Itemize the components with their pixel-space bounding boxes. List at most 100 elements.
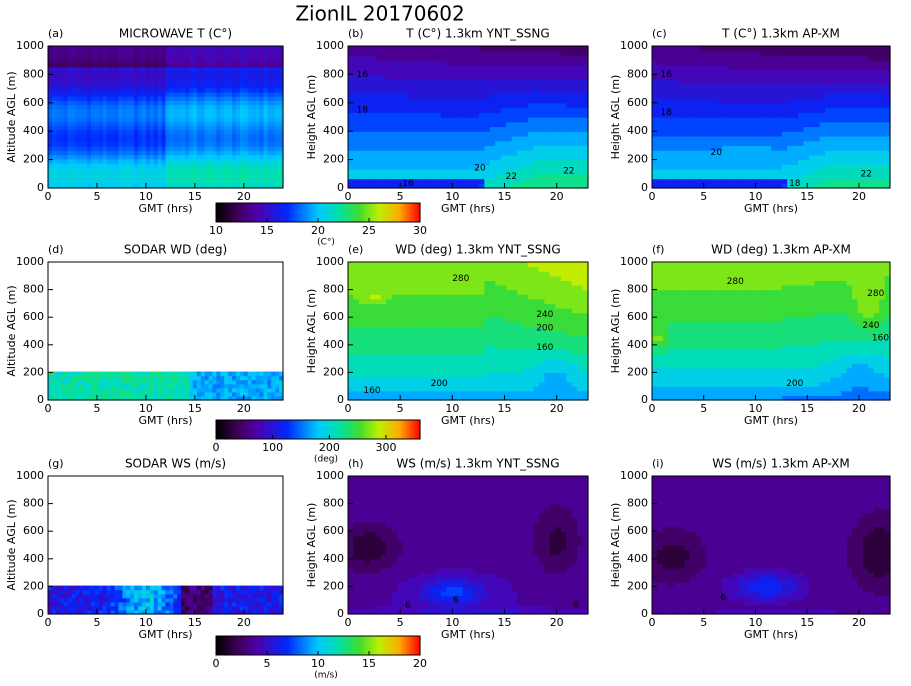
- field-cell: [413, 183, 420, 189]
- field-cell: [533, 178, 540, 184]
- field-cell: [63, 146, 69, 152]
- field-cell: [181, 117, 186, 122]
- field-cell: [353, 126, 360, 132]
- field-cell: [75, 79, 80, 85]
- field-cell: [55, 371, 61, 377]
- field-cell: [429, 131, 436, 137]
- field-cell: [87, 179, 92, 185]
- field-cell: [83, 371, 88, 377]
- field-cell: [776, 183, 783, 189]
- field-cell: [91, 146, 96, 152]
- field-cell: [228, 54, 233, 60]
- field-cell: [792, 135, 799, 142]
- field-cell: [484, 150, 491, 156]
- field-cell: [749, 50, 756, 57]
- field-cell: [760, 150, 767, 156]
- field-cell: [380, 83, 387, 90]
- field-cell: [87, 117, 92, 122]
- field-cell: [473, 107, 480, 113]
- field-cell: [98, 117, 104, 122]
- field-cell: [364, 121, 371, 128]
- field-cell: [267, 62, 272, 68]
- field-cell: [75, 154, 80, 160]
- field-cell: [239, 83, 245, 89]
- field-cell: [239, 112, 245, 118]
- field-cell: [716, 98, 723, 104]
- field-cell: [408, 121, 415, 128]
- colorbar-segment: [340, 203, 345, 222]
- field-cell: [506, 169, 513, 175]
- field-cell: [868, 159, 875, 165]
- field-cell: [446, 117, 453, 123]
- field-cell: [468, 83, 475, 90]
- field-cell: [749, 164, 756, 170]
- field-cell: [462, 178, 469, 184]
- field-cell: [98, 62, 104, 68]
- field-cell: [247, 146, 253, 152]
- field-cell: [402, 131, 409, 137]
- field-cell: [79, 100, 84, 106]
- field-cell: [522, 102, 529, 109]
- colorbar-segment: [389, 203, 393, 222]
- field-cell: [814, 145, 821, 151]
- field-cell: [192, 58, 198, 64]
- field-cell: [216, 158, 221, 164]
- field-cell: [134, 104, 139, 110]
- field-cell: [239, 87, 245, 93]
- field-cell: [506, 183, 513, 189]
- field-cell: [208, 117, 214, 122]
- field-cell: [181, 162, 186, 168]
- field-cell: [75, 58, 80, 64]
- field-cell: [247, 179, 253, 185]
- field-cell: [787, 169, 794, 175]
- field-cell: [413, 88, 420, 94]
- field-cell: [177, 96, 182, 101]
- field-cell: [846, 159, 853, 165]
- field-cell: [145, 83, 151, 89]
- field-cell: [560, 183, 567, 189]
- field-cell: [462, 135, 469, 142]
- field-cell: [91, 83, 96, 89]
- field-cell: [446, 159, 453, 165]
- field-cell: [727, 135, 734, 142]
- field-cell: [196, 142, 202, 147]
- field-cell: [173, 71, 178, 76]
- field-cell: [267, 79, 272, 85]
- field-cell: [59, 96, 65, 101]
- field-cell: [275, 100, 280, 106]
- field-cell: [684, 50, 691, 57]
- field-cell: [67, 375, 73, 381]
- field-cell: [582, 102, 589, 109]
- field-cell: [142, 154, 147, 160]
- field-cell: [232, 117, 237, 122]
- field-cell: [228, 183, 233, 189]
- field-cell: [251, 96, 257, 101]
- field-cell: [544, 121, 551, 128]
- field-cell: [263, 162, 268, 168]
- field-cell: [517, 140, 524, 146]
- field-cell: [130, 142, 135, 147]
- field-cell: [98, 121, 104, 126]
- field-cell: [478, 88, 485, 94]
- field-cell: [695, 88, 702, 94]
- field-cell: [106, 129, 112, 135]
- field-cell: [102, 58, 108, 64]
- field-cell: [247, 58, 253, 64]
- field-cell: [577, 145, 584, 151]
- field-cell: [689, 145, 696, 151]
- field-cell: [348, 107, 355, 113]
- field-cell: [484, 93, 491, 99]
- field-cell: [251, 75, 257, 81]
- field-cell: [841, 83, 848, 90]
- field-cell: [114, 91, 120, 97]
- field-cell: [59, 387, 65, 393]
- field-cell: [189, 146, 194, 152]
- field-cell: [192, 162, 198, 168]
- field-cell: [59, 91, 65, 97]
- field-cell: [781, 55, 788, 61]
- field-cell: [48, 62, 53, 68]
- field-cell: [787, 50, 794, 57]
- field-cell: [473, 93, 480, 99]
- field-cell: [212, 158, 218, 164]
- field-cell: [181, 71, 186, 76]
